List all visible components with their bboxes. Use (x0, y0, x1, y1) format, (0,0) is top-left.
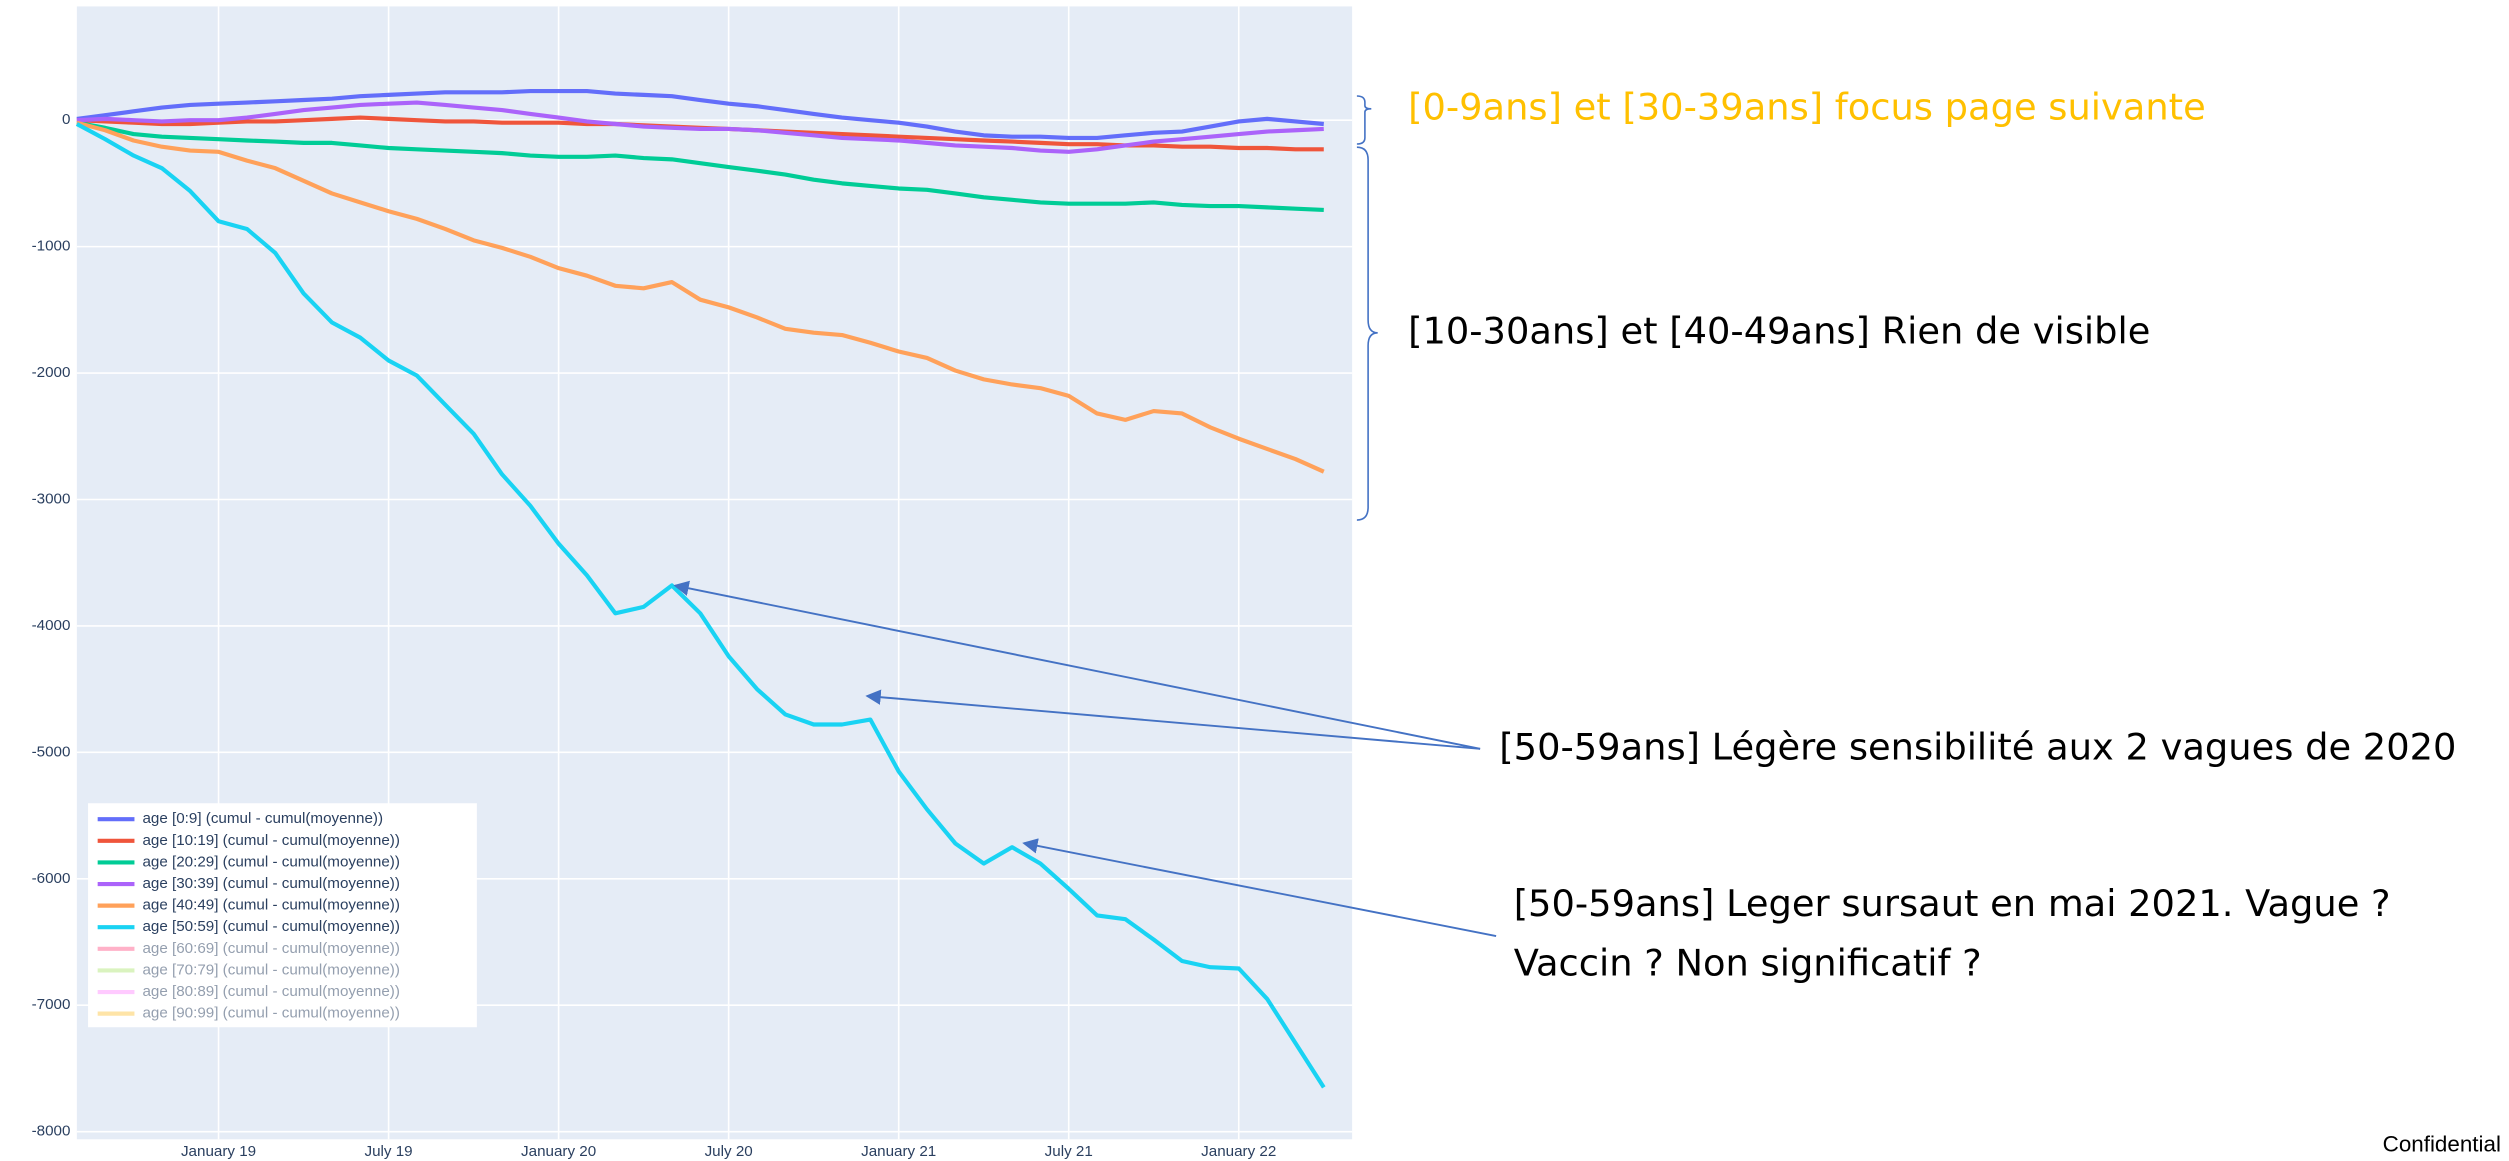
legend-box (88, 803, 477, 1028)
x-tick-label: July 21 (1045, 1143, 1093, 1160)
brace (1356, 95, 1372, 145)
legend-label: age [70:79] (cumul - cumul(moyenne)) (142, 961, 399, 978)
y-tick-label: -2000 (32, 364, 71, 381)
lines (75, 88, 1326, 1089)
legend-label: age [60:69] (cumul - cumul(moyenne)) (142, 940, 399, 957)
legend-label: age [0:9] (cumul - cumul(moyenne)) (142, 810, 383, 827)
arrow (1022, 838, 1497, 937)
annotation: Vaccin ? Non significatif ? (1514, 941, 1982, 984)
arrow (865, 689, 1481, 750)
y-tick-label: -5000 (32, 743, 71, 760)
series-line (75, 122, 1326, 1089)
legend-label: age [10:19] (cumul - cumul(moyenne)) (142, 832, 399, 849)
annotation: [0-9ans] et [30-39ans] focus page suivan… (1408, 85, 2206, 128)
legend-label: age [90:99] (cumul - cumul(moyenne)) (142, 1005, 399, 1022)
legend-label: age [80:89] (cumul - cumul(moyenne)) (142, 983, 399, 1000)
y-tick-label: -1000 (32, 238, 71, 255)
x-tick-label: July 19 (365, 1143, 413, 1160)
x-tick-label: July 20 (705, 1143, 753, 1160)
brace (1356, 146, 1378, 521)
x-tick-label: January 22 (1201, 1143, 1276, 1160)
arrow (673, 580, 1481, 750)
legend-label: age [20:29] (cumul - cumul(moyenne)) (142, 853, 399, 870)
x-tick-label: January 19 (181, 1143, 256, 1160)
y-tick-label: 0 (62, 111, 70, 128)
annotation: [50-59ans] Légère sensibilité aux 2 vagu… (1499, 725, 2456, 768)
y-tick-label: -4000 (32, 617, 71, 634)
series-line (76, 88, 1324, 141)
series-line (76, 120, 1324, 213)
footer: Confidential (2383, 1132, 2501, 1157)
legend-label: age [50:59] (cumul - cumul(moyenne)) (142, 918, 399, 935)
annotation: [50-59ans] Leger sursaut en mai 2021. Va… (1514, 882, 2391, 925)
legend: age [0:9] (cumul - cumul(moyenne)) age [1… (88, 803, 477, 1028)
x-tick-label: January 21 (861, 1143, 936, 1160)
y-tick-label: -6000 (32, 870, 71, 887)
series-line (76, 100, 1324, 154)
y-tick-label: -3000 (32, 491, 71, 508)
y-tick-label: -8000 (32, 1123, 71, 1140)
legend-label: age [30:39] (cumul - cumul(moyenne)) (142, 875, 399, 892)
annotations: [0-9ans] et [30-39ans] focus page suivan… (1408, 85, 2456, 984)
annotation: [10-30ans] et [40-49ans] Rien de visible (1408, 309, 2150, 352)
x-tick-label: January 20 (521, 1143, 596, 1160)
y-tick-label: -7000 (32, 996, 71, 1013)
legend-label: age [40:49] (cumul - cumul(moyenne)) (142, 897, 399, 914)
series-line (76, 120, 1325, 474)
